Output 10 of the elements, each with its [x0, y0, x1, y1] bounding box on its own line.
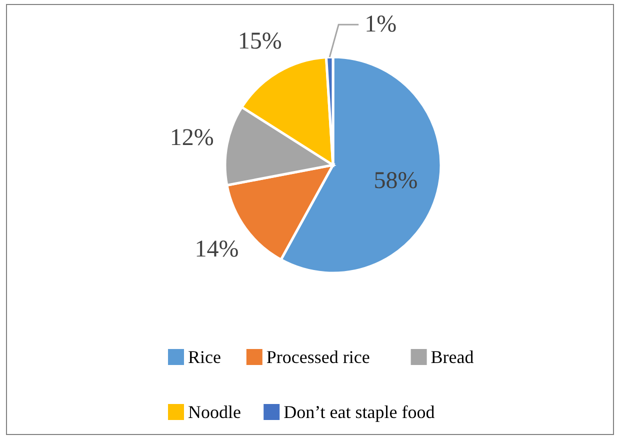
data-label: 58% [374, 168, 418, 194]
legend-label: Noodle [188, 402, 241, 422]
legend-label: Bread [430, 347, 474, 367]
data-label: 14% [194, 236, 239, 262]
legend-label: Processed rice [266, 347, 370, 367]
data-label: 15% [238, 28, 282, 54]
data-label: 12% [170, 125, 214, 152]
legend-label: Rice [188, 347, 221, 367]
legend-label: Don’t eat staple food [284, 402, 435, 422]
data-label: 1% [364, 12, 397, 38]
